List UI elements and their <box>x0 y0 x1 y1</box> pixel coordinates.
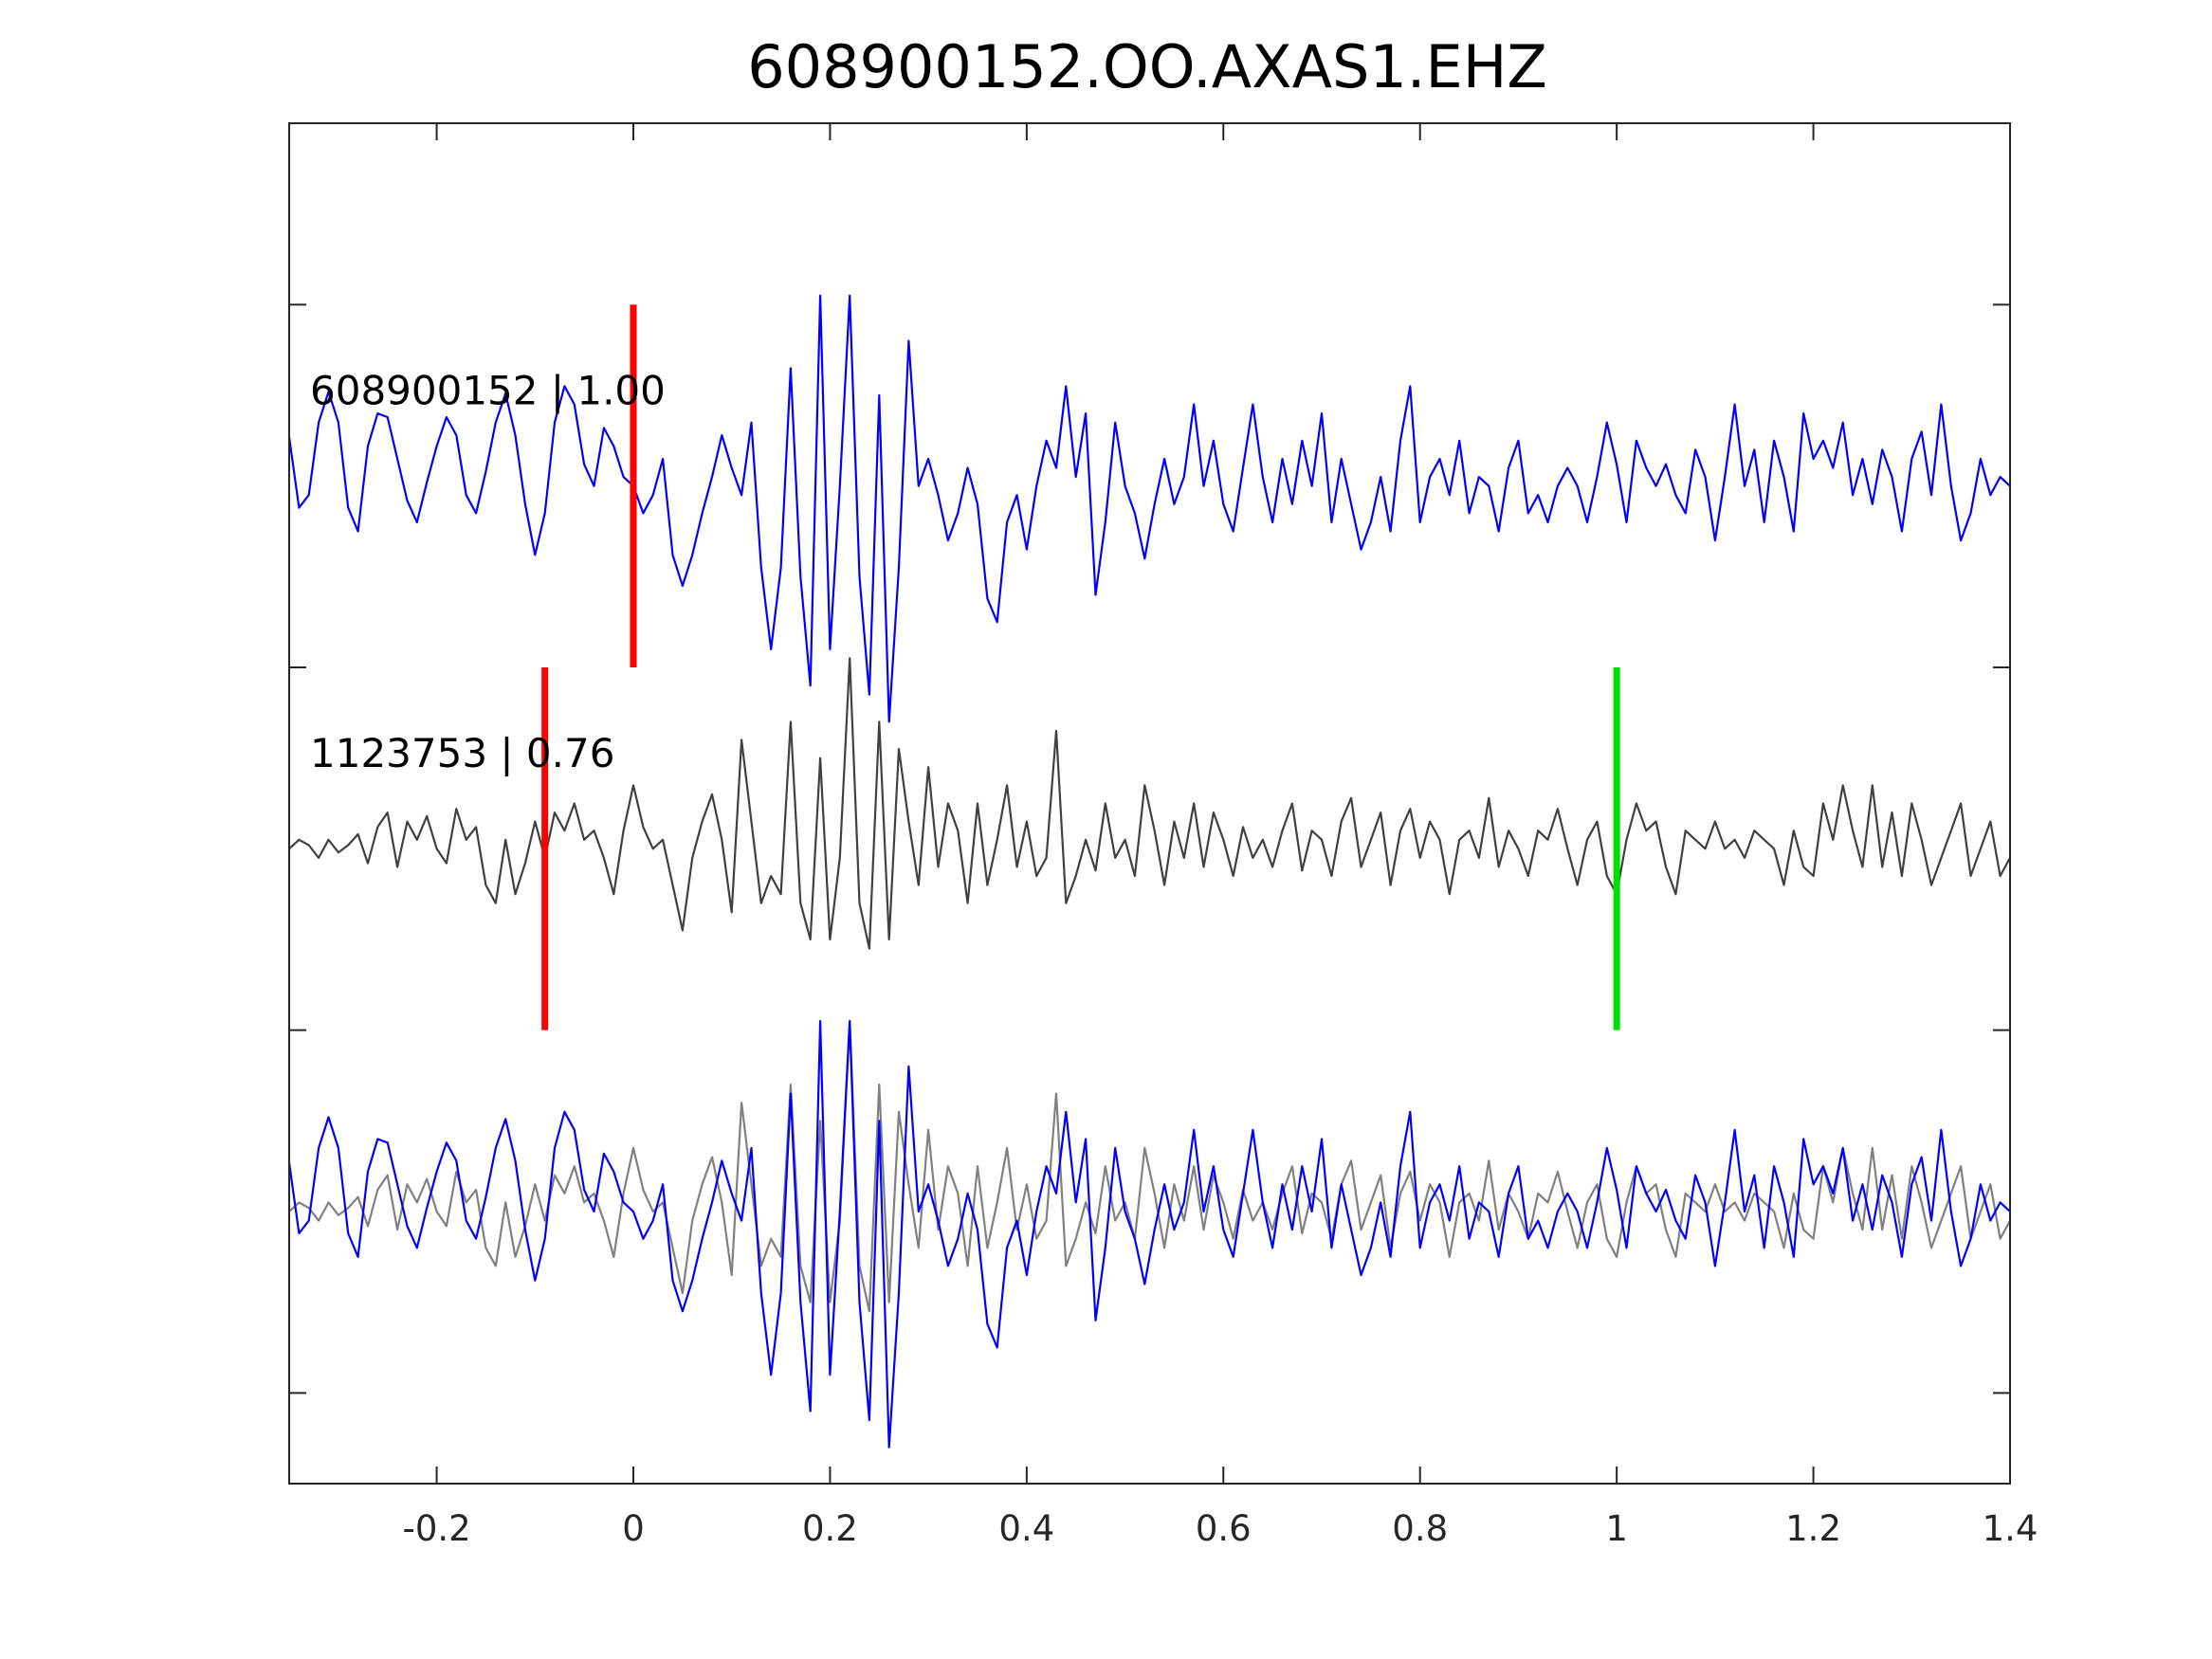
x-tick-label: 0.4 <box>998 1508 1054 1549</box>
series-overlay-template <box>287 1020 2011 1449</box>
x-tick-label: 1.4 <box>1983 1508 2038 1549</box>
series-detection <box>288 657 2011 950</box>
x-tick-label: 0 <box>622 1508 645 1549</box>
trace-label-detection: 1123753 | 0.76 <box>310 730 614 776</box>
plot-area: -0.2 0 0.2 0.4 0.6 0.8 1 1.2 1.4 608900152 | 1.00… <box>287 122 2038 1549</box>
trace-label-template: 608900152 | 1.00 <box>310 368 666 414</box>
x-tick-label: 0.6 <box>1196 1508 1252 1549</box>
x-tick-label: 1.2 <box>1785 1508 1841 1549</box>
axes-frame <box>288 122 2011 1485</box>
x-tick-label: 0.2 <box>802 1508 858 1549</box>
chart-title: 608900152.OO.AXAS1.EHZ <box>747 32 1547 101</box>
x-tick-label: 0.8 <box>1392 1508 1448 1549</box>
series-template <box>287 294 2011 723</box>
x-tick-label: -0.2 <box>402 1508 470 1549</box>
x-tick-label: 1 <box>1605 1508 1628 1549</box>
